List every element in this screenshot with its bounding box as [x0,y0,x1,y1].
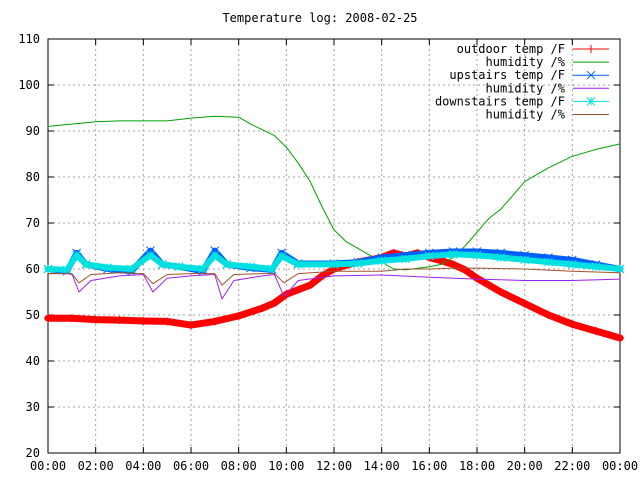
legend-entry-1: humidity /% [486,55,609,69]
axes: 20 30 40 50 60 70 80 90 100 110 00:00 02:00 04:00 06:… [18,32,638,473]
series-layer [43,115,625,342]
x-tick-label: 20:00 [507,459,543,473]
series-5 [47,267,621,286]
x-tick-label: 12:00 [316,459,352,473]
x-tick-label: 00:00 [602,459,638,473]
x-tick-label: 14:00 [364,459,400,473]
legend-entry-5: humidity /% [486,108,609,122]
series-3 [47,273,621,300]
y-tick-label: 60 [26,262,40,276]
legend-entry-3: humidity /% [486,81,609,95]
legend-label: humidity /% [486,81,566,95]
series-4 [43,249,625,275]
legend-entry-0: outdoor temp /F [457,42,609,56]
x-tick-label: 08:00 [221,459,257,473]
x-tick-label: 04:00 [125,459,161,473]
y-tick-label: 50 [26,308,40,322]
x-tick-label: 18:00 [459,459,495,473]
y-tick-label: 110 [18,32,40,46]
y-tick-label: 70 [26,216,40,230]
x-tick-label: 10:00 [268,459,304,473]
chart-title: Temperature log: 2008-02-25 [222,11,417,25]
legend-entry-4: downstairs temp /F [435,94,609,108]
x-tick-label: 16:00 [411,459,447,473]
grid [48,39,620,453]
y-tick-label: 30 [26,400,40,414]
legend-entry-2: upstairs temp /F [449,68,609,82]
series-1 [47,115,621,271]
legend-label: humidity /% [486,55,566,69]
legend-label: humidity /% [486,108,566,122]
y-tick-label: 100 [18,78,40,92]
legend-label: outdoor temp /F [457,42,565,56]
series-line-1 [47,115,621,271]
y-tick-label: 20 [26,446,40,460]
x-tick-label: 22:00 [554,459,590,473]
x-tick-label: 06:00 [173,459,209,473]
y-tick-label: 90 [26,124,40,138]
x-tick-label: 00:00 [30,459,66,473]
legend-label: upstairs temp /F [449,68,565,82]
legend-label: downstairs temp /F [435,94,565,108]
y-tick-label: 80 [26,170,40,184]
series-line-5 [47,267,621,286]
y-tick-label: 40 [26,354,40,368]
plot-frame [47,38,621,454]
series-line-3 [47,273,621,300]
x-tick-label: 02:00 [78,459,114,473]
series-markers-4 [43,249,625,275]
